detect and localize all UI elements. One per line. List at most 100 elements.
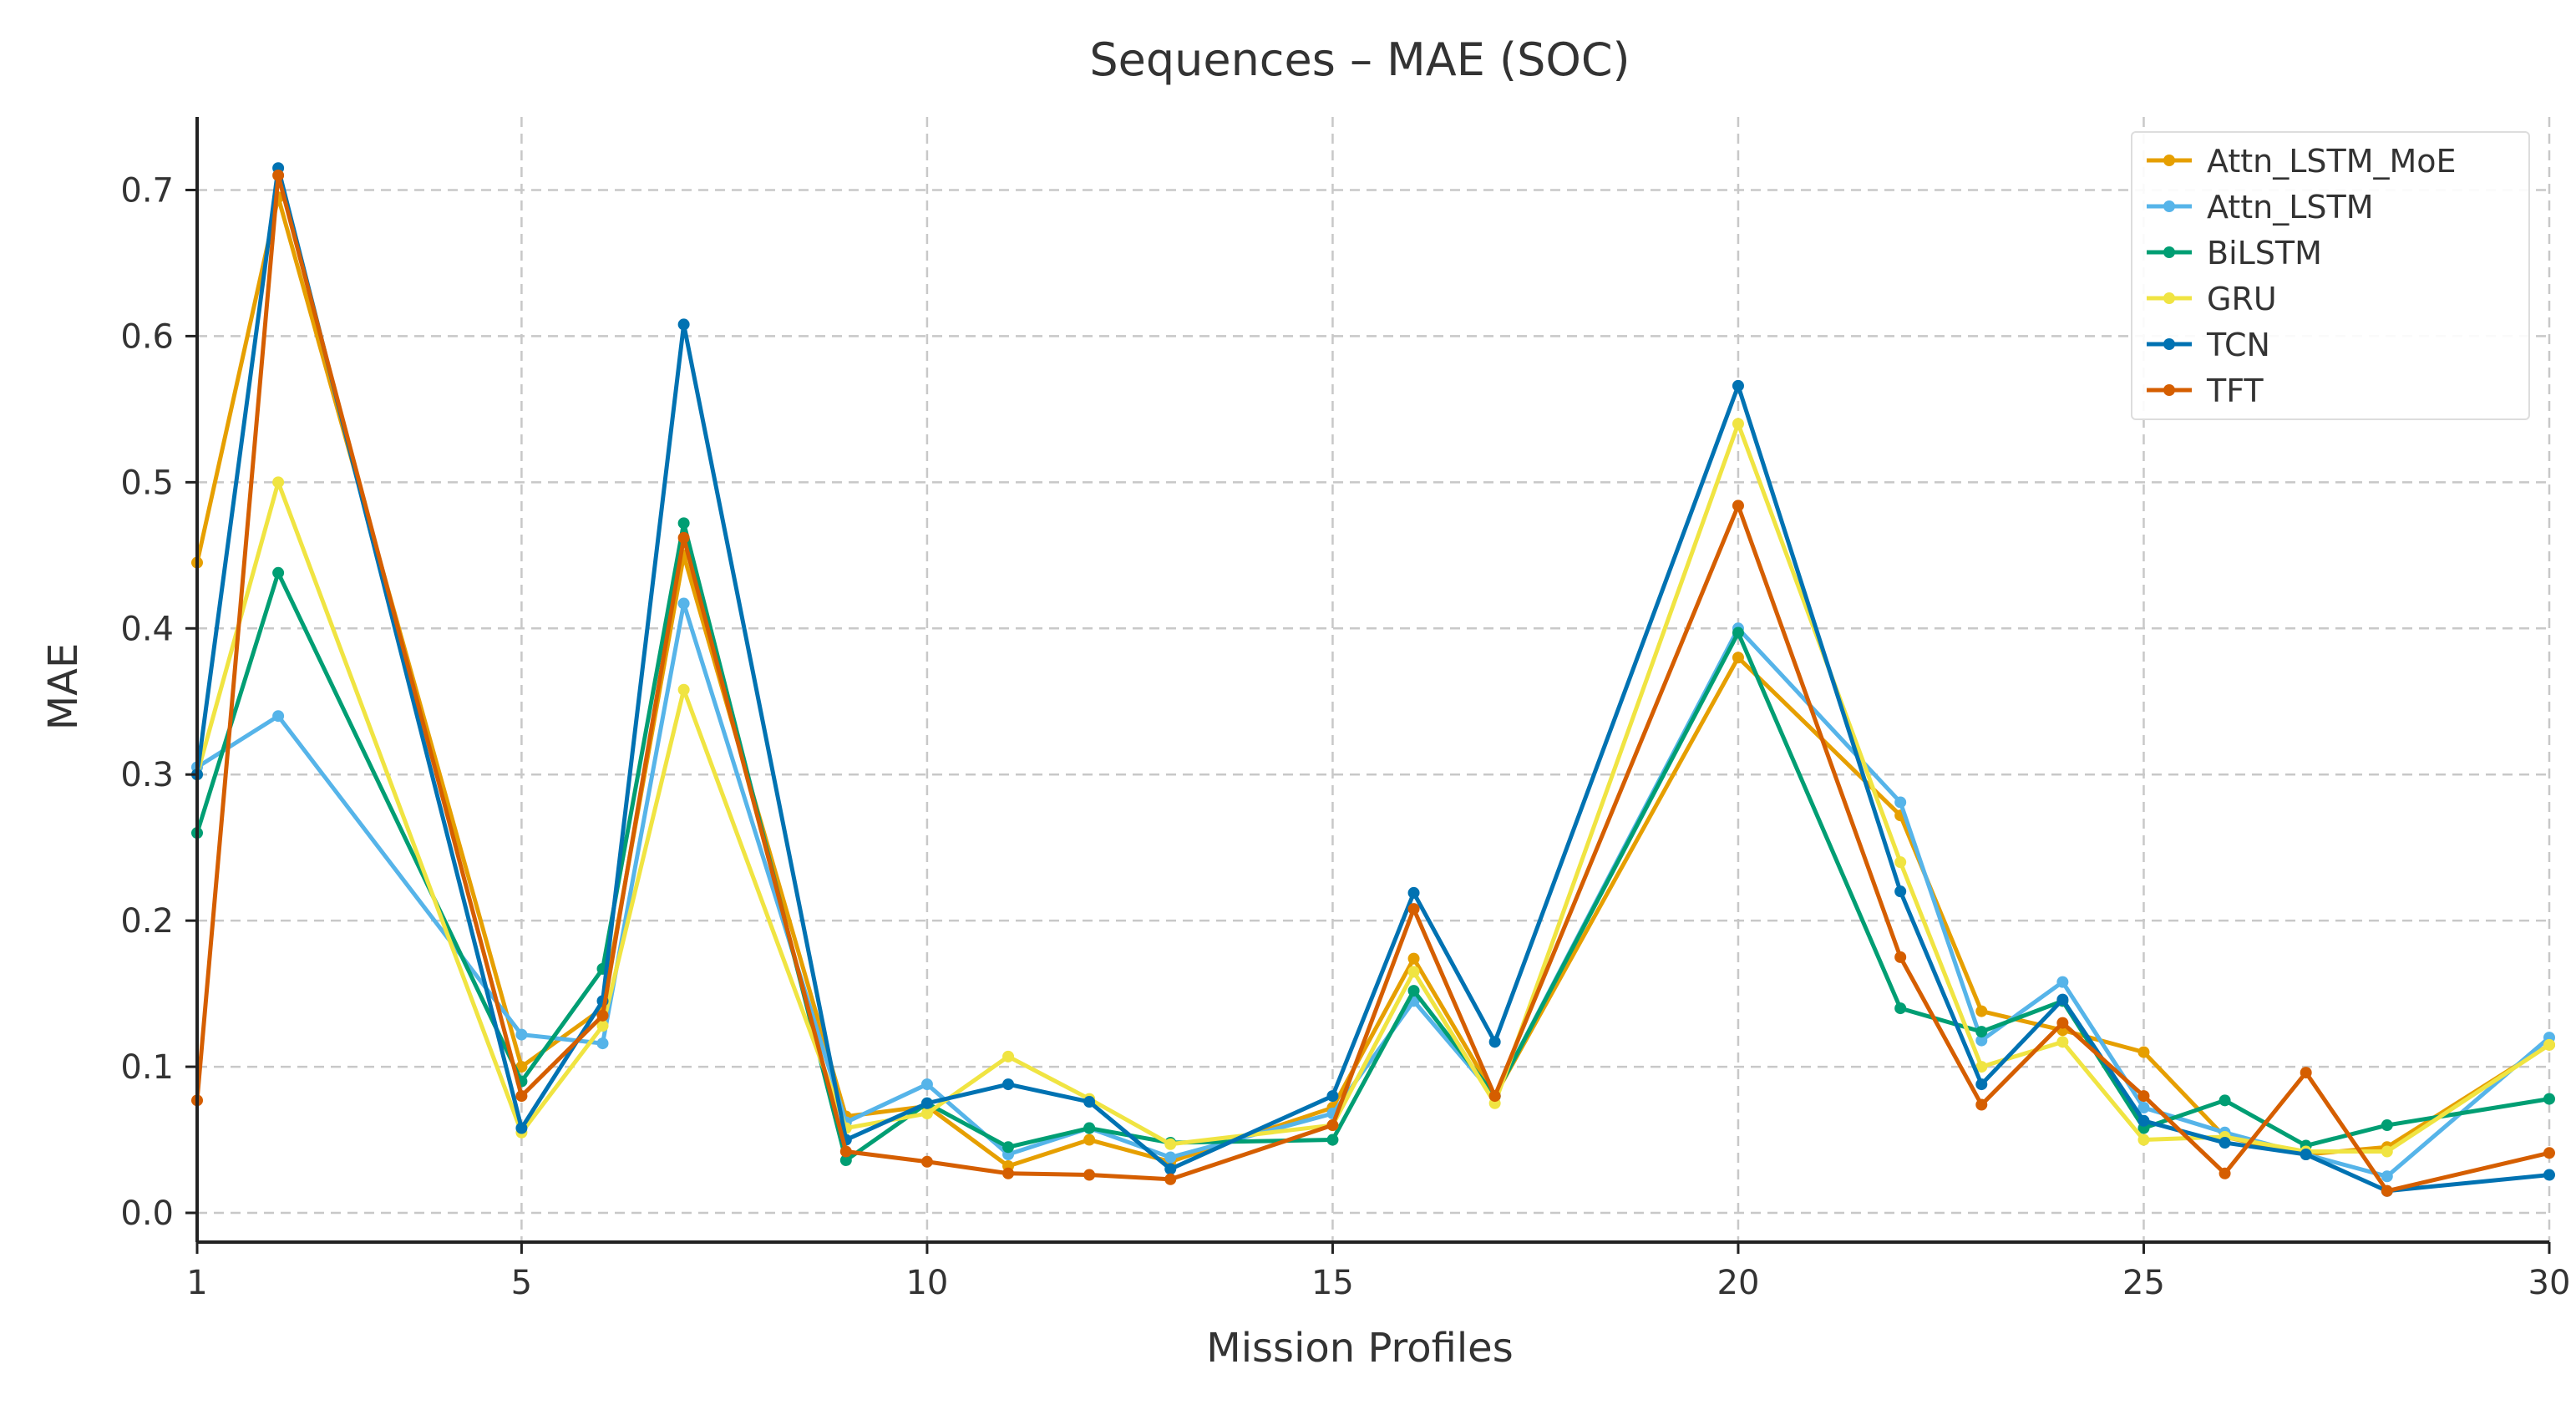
legend-label: GRU xyxy=(2207,281,2277,317)
x-tick-label: 20 xyxy=(1717,1264,1760,1302)
data-point xyxy=(1975,1026,1988,1038)
data-point xyxy=(1083,1122,1096,1134)
data-point xyxy=(596,1020,609,1032)
x-tick-label: 25 xyxy=(2122,1264,2165,1302)
data-point xyxy=(2056,993,2069,1006)
data-point xyxy=(1975,1078,1988,1091)
data-point xyxy=(272,566,285,579)
data-point xyxy=(515,1122,528,1134)
series-line xyxy=(195,520,2550,1163)
data-point xyxy=(2137,1134,2150,1146)
data-point xyxy=(1488,1036,1501,1048)
data-point xyxy=(2137,1090,2150,1103)
data-point xyxy=(1894,1002,1907,1015)
data-point xyxy=(1407,966,1420,978)
data-point xyxy=(596,1037,609,1050)
y-axis-label: MAE xyxy=(40,643,87,731)
data-point xyxy=(1732,500,1744,512)
y-tick-label: 0.0 xyxy=(120,1194,174,1233)
data-point xyxy=(1407,985,1420,997)
data-point xyxy=(2381,1170,2393,1183)
data-point xyxy=(2381,1119,2393,1132)
data-point xyxy=(1894,796,1907,809)
data-point xyxy=(2543,1038,2555,1051)
data-point xyxy=(1975,1061,1988,1073)
data-point xyxy=(2137,1114,2150,1127)
legend-label: Attn_LSTM xyxy=(2207,189,2374,226)
legend-item: GRU xyxy=(2147,281,2277,317)
series-line xyxy=(195,173,2550,1194)
x-tick-label: 1 xyxy=(186,1264,207,1302)
data-point xyxy=(1164,1138,1177,1150)
legend-swatch-marker xyxy=(2163,155,2175,166)
data-point xyxy=(1083,1169,1096,1181)
data-point xyxy=(272,710,285,723)
legend-item: BiLSTM xyxy=(2147,235,2322,271)
data-point xyxy=(677,318,690,331)
x-tick-label: 5 xyxy=(511,1264,532,1302)
data-point xyxy=(1488,1090,1501,1103)
legend-box xyxy=(2131,131,2530,420)
series-lines xyxy=(191,162,2555,1197)
legend-swatch-marker xyxy=(2163,200,2175,212)
data-point xyxy=(920,1155,933,1168)
data-point xyxy=(1407,903,1420,915)
data-point xyxy=(920,1078,933,1091)
data-point xyxy=(1732,652,1744,664)
data-point xyxy=(677,517,690,530)
legend-label: TFT xyxy=(2206,373,2264,409)
legend-item: TFT xyxy=(2147,373,2264,409)
series-line xyxy=(195,601,2551,1179)
data-point xyxy=(1975,1005,1988,1017)
data-point xyxy=(1894,856,1907,869)
data-point xyxy=(1732,379,1744,392)
data-point xyxy=(1002,1141,1015,1154)
data-point xyxy=(2219,1167,2231,1179)
data-point xyxy=(515,1028,528,1041)
y-tick-label: 0.2 xyxy=(120,902,174,941)
data-point xyxy=(2543,1169,2555,1181)
chart-title: Sequences – MAE (SOC) xyxy=(1089,33,1630,86)
data-point xyxy=(920,1097,933,1109)
x-tick-label: 15 xyxy=(1311,1264,1354,1302)
series-line xyxy=(195,165,2550,1194)
legend-item: Attn_LSTM_MoE xyxy=(2147,143,2457,180)
series-TCN xyxy=(191,162,2555,1197)
data-point xyxy=(515,1090,528,1103)
legend-item: TCN xyxy=(2147,327,2270,363)
data-point xyxy=(677,683,690,696)
data-point xyxy=(2137,1046,2150,1058)
data-point xyxy=(1164,1163,1177,1175)
data-point xyxy=(1083,1096,1096,1108)
data-point xyxy=(2219,1094,2231,1107)
x-tick-label: 10 xyxy=(905,1264,948,1302)
data-point xyxy=(1002,1050,1015,1063)
data-point xyxy=(677,531,690,544)
y-tick-label: 0.1 xyxy=(120,1048,174,1087)
grid xyxy=(195,117,2551,1242)
legend-label: Attn_LSTM_MoE xyxy=(2207,143,2457,180)
data-point xyxy=(1164,1173,1177,1185)
data-point xyxy=(1326,1090,1339,1103)
legend-swatch-marker xyxy=(2163,384,2175,396)
tick-labels: 1 5 10 15 20 25 300.00.10.20.30.40.50.60.7 xyxy=(120,171,2570,1302)
data-point xyxy=(2543,1093,2555,1105)
x-tick-label: 30 xyxy=(2528,1264,2571,1302)
data-point xyxy=(839,1145,852,1158)
legend-item: Attn_LSTM xyxy=(2147,189,2374,226)
series-line xyxy=(195,421,2551,1154)
data-point xyxy=(1894,951,1907,963)
data-point xyxy=(2056,1017,2069,1029)
legend-label: TCN xyxy=(2206,327,2270,363)
legend: Attn_LSTM_MoE Attn_LSTM BiLSTM GRU TCN TFT xyxy=(2131,131,2530,420)
data-point xyxy=(2381,1184,2393,1197)
x-axis-label: Mission Profiles xyxy=(1206,1325,1513,1372)
data-point xyxy=(839,1154,852,1167)
y-tick-label: 0.7 xyxy=(120,171,174,210)
legend-swatch-marker xyxy=(2163,338,2175,350)
data-point xyxy=(677,597,690,610)
data-point xyxy=(920,1108,933,1120)
y-tick-label: 0.4 xyxy=(120,610,174,648)
